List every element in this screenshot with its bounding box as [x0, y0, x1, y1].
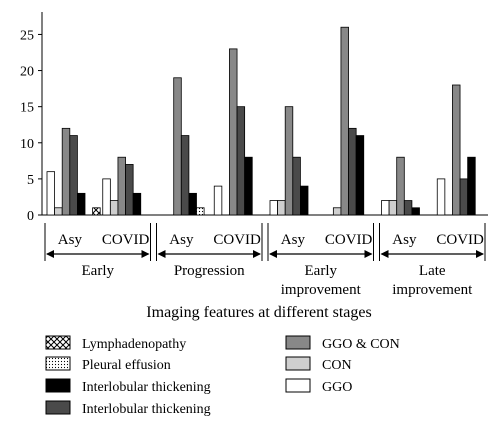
bar [277, 200, 286, 216]
bar [292, 156, 301, 216]
legend-swatch [285, 356, 311, 371]
bar [92, 207, 101, 216]
bar [381, 200, 390, 216]
arrowhead-left [269, 250, 277, 258]
stage-label-line2: improvement [392, 282, 473, 298]
bar [77, 192, 86, 216]
stage-label: Late [419, 263, 446, 279]
x-tick-label: Asy [58, 232, 83, 248]
y-tick-label: 10 [20, 137, 34, 152]
axes: 0 5 10 15 20 25 [20, 12, 488, 224]
y-tick-label: 0 [27, 209, 34, 224]
legend-label: Interlobular thickening [82, 402, 211, 417]
legend: Lymphadenopathy Pleural effusion Interlobu… [45, 335, 400, 417]
y-tick-label: 5 [27, 173, 34, 188]
bar [396, 156, 405, 216]
bar [284, 106, 294, 216]
bar [180, 135, 190, 216]
bar [403, 200, 413, 216]
x-tick-label: COVID [213, 232, 261, 248]
bar [332, 207, 342, 216]
bar [196, 207, 205, 216]
legend-label: GGO & CON [322, 337, 400, 352]
arrowhead-right [476, 250, 484, 258]
bar [388, 200, 398, 216]
stage-label-line2: improvement [281, 282, 362, 298]
x-tick-label: Asy [392, 232, 417, 248]
x-tick-labels: Asy COVID Asy COVID Asy COVID Asy COVID [58, 232, 484, 248]
bar [229, 48, 238, 216]
bar [436, 178, 446, 216]
bar [173, 77, 182, 216]
x-tick-label: COVID [325, 232, 373, 248]
x-tick-label: COVID [102, 232, 150, 248]
bar [340, 26, 349, 216]
bar [69, 135, 78, 216]
bar [109, 200, 119, 216]
arrowhead-right [141, 250, 150, 258]
legend-label: Lymphadenopathy [82, 337, 186, 352]
bar [244, 156, 253, 216]
bar [355, 135, 365, 216]
legend-swatch [45, 335, 71, 350]
bar [452, 84, 461, 216]
y-tick-label: 25 [20, 28, 34, 43]
bar [213, 185, 223, 216]
y-tick-label: 20 [20, 65, 34, 80]
bar [102, 178, 111, 216]
stage-label: Early [82, 263, 115, 279]
x-tick-label: Asy [281, 232, 306, 248]
bars [46, 26, 476, 216]
legend-swatch [45, 400, 71, 415]
legend-swatch [285, 335, 311, 350]
arrowhead-right [253, 250, 261, 258]
arrowhead-left [380, 250, 389, 258]
x-tick-label: COVID [436, 232, 484, 248]
arrowhead-left [157, 250, 166, 258]
bar [132, 192, 142, 216]
stage-label: Early [305, 263, 338, 279]
bar [348, 127, 357, 216]
bar [188, 192, 197, 216]
bar [46, 171, 55, 216]
bar [299, 185, 309, 216]
bar [61, 127, 71, 216]
stage-brackets: Early Progression Early improvement Late impr… [44, 223, 486, 298]
stage-label: Progression [174, 263, 245, 279]
legend-label: CON [322, 358, 352, 373]
bar [411, 207, 420, 216]
arrowhead-right [364, 250, 373, 258]
bar [236, 106, 246, 216]
legend-label: Pleural effusion [82, 358, 171, 373]
bar [54, 207, 63, 216]
x-tick-label: Asy [169, 232, 194, 248]
legend-label: GGO [322, 380, 352, 395]
bar [269, 200, 278, 216]
legend-swatch [45, 378, 71, 393]
y-tick-label: 15 [20, 101, 34, 116]
bar [117, 156, 126, 216]
legend-swatch [45, 356, 71, 371]
bar [467, 156, 476, 216]
arrowhead-left [46, 250, 54, 258]
legend-label: Interlobular thickening [82, 380, 211, 395]
legend-swatch [285, 378, 311, 393]
bar [459, 178, 469, 216]
bar [125, 164, 134, 216]
x-axis-title: Imaging features at different stages [146, 304, 371, 321]
